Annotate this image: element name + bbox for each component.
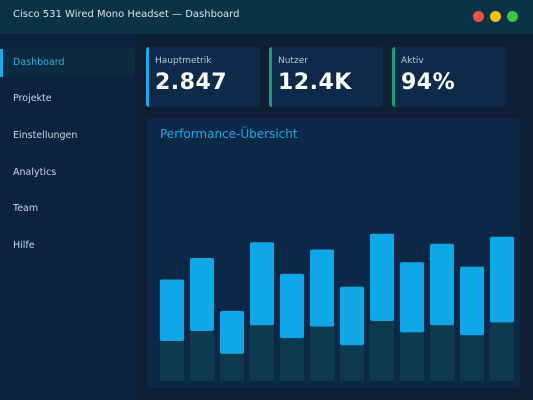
chart-bar-base-3 [220,353,244,381]
sidebar-item-analytics[interactable]: Analytics [13,167,57,178]
chart-bar-12 [490,236,514,323]
card-value: 2.847 [155,70,228,95]
chart-bar-base-5 [280,338,304,381]
card-label: Hauptmetrik [155,56,212,66]
chart-bar-base-6 [310,326,334,381]
maximize-window-button[interactable] [507,11,518,22]
chart-bar-6 [310,249,334,327]
sidebar-item-hilfe[interactable]: Hilfe [13,240,35,251]
chart-bar-2 [190,258,214,331]
metric-card-nutzer: Nutzer 12.4K [269,47,383,107]
chart-bar-9 [400,262,424,333]
performance-panel: Performance-Übersicht [147,118,520,388]
sidebar-item-team[interactable]: Team [13,203,39,214]
chart-bar-base-12 [490,322,514,381]
chart-bar-base-4 [250,325,274,381]
minimize-window-button[interactable] [490,11,501,22]
card-accent-bar [269,47,272,107]
chart-bar-base-1 [160,340,184,381]
window-title: Cisco 531 Wired Mono Headset — Dashboard [13,9,240,20]
performance-chart [160,233,514,381]
main-content: Hauptmetrik 2.847 Nutzer 12.4K Aktiv 94%… [135,34,533,400]
chart-bar-4 [250,242,274,326]
sidebar: Dashboard Projekte Einstellungen Analyti… [0,34,135,400]
chart-bar-base-2 [190,330,214,381]
chart-bar-base-9 [400,332,424,381]
sidebar-item-dashboard[interactable]: Dashboard [0,49,135,77]
card-value: 94% [401,70,456,95]
chart-bar-11 [460,266,484,336]
chart-bar-7 [340,286,364,346]
chart-bar-base-11 [460,335,484,381]
chart-bar-10 [430,243,454,326]
chart-bar-8 [370,233,394,321]
title-bar: Cisco 531 Wired Mono Headset — Dashboard [0,0,533,34]
chart-bar-1 [160,279,184,341]
sidebar-item-einstellungen[interactable]: Einstellungen [13,130,78,141]
chart-bar-5 [280,273,304,339]
metric-card-aktiv: Aktiv 94% [392,47,506,107]
card-label: Nutzer [278,56,308,66]
performance-title: Performance-Übersicht [160,127,298,141]
card-accent-bar [146,47,149,107]
card-label: Aktiv [401,56,424,66]
metric-card-hauptmetrik: Hauptmetrik 2.847 [146,47,260,107]
chart-bar-base-8 [370,320,394,381]
card-accent-bar [392,47,395,107]
sidebar-item-projekte[interactable]: Projekte [13,93,52,104]
card-value: 12.4K [278,70,352,95]
chart-bar-base-7 [340,345,364,381]
close-window-button[interactable] [473,11,484,22]
chart-bar-base-10 [430,325,454,381]
chart-bar-3 [220,310,244,354]
